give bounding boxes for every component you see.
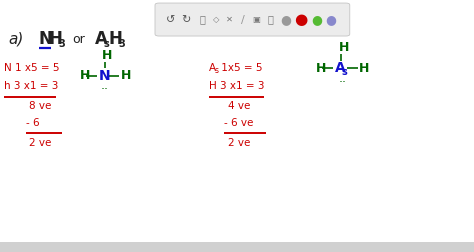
Text: H: H — [102, 49, 112, 62]
Text: N 1 x5 = 5: N 1 x5 = 5 — [4, 63, 59, 73]
Text: s: s — [103, 39, 109, 49]
Text: ●: ● — [311, 13, 322, 26]
Text: 2 ve: 2 ve — [29, 138, 52, 148]
Text: A: A — [335, 61, 346, 75]
Text: 3: 3 — [118, 39, 125, 49]
Text: 2 ve: 2 ve — [228, 138, 250, 148]
Text: N: N — [39, 30, 53, 48]
Text: ↺: ↺ — [166, 15, 175, 24]
Text: /: / — [241, 15, 245, 24]
Text: h 3 x1 = 3: h 3 x1 = 3 — [4, 81, 58, 91]
Text: H 3 x1 = 3: H 3 x1 = 3 — [209, 81, 264, 91]
Text: - 6: - 6 — [26, 118, 40, 129]
Text: ⤶: ⤶ — [200, 15, 205, 24]
Bar — [0, 242, 474, 252]
Text: - 6 ve: - 6 ve — [224, 118, 253, 129]
Text: s: s — [341, 67, 347, 77]
Text: ↻: ↻ — [182, 15, 191, 24]
Text: A: A — [95, 30, 108, 48]
Text: ▣: ▣ — [252, 15, 260, 24]
Text: ●: ● — [294, 12, 308, 27]
Text: 3: 3 — [59, 39, 65, 49]
FancyBboxPatch shape — [155, 3, 350, 36]
Text: H: H — [316, 61, 326, 75]
Text: H: H — [108, 30, 122, 48]
Text: ●: ● — [281, 13, 291, 26]
Text: N: N — [99, 69, 110, 83]
Text: H: H — [338, 41, 349, 54]
Text: A: A — [209, 63, 216, 73]
Text: ..: .. — [338, 72, 346, 85]
Text: ✕: ✕ — [227, 15, 233, 24]
Text: or: or — [72, 33, 85, 46]
Text: 8 ve: 8 ve — [29, 101, 52, 111]
Text: ..: .. — [101, 79, 109, 92]
Text: a): a) — [9, 32, 24, 47]
Text: H: H — [80, 69, 90, 82]
Text: ⬜: ⬜ — [267, 15, 273, 24]
Text: ◇: ◇ — [213, 15, 220, 24]
Text: H: H — [120, 69, 131, 82]
Text: H: H — [49, 30, 63, 48]
Text: 4 ve: 4 ve — [228, 101, 250, 111]
Text: s: s — [214, 66, 218, 75]
Text: 1x5 = 5: 1x5 = 5 — [218, 63, 263, 73]
Text: ●: ● — [325, 13, 336, 26]
Text: H: H — [359, 61, 369, 75]
